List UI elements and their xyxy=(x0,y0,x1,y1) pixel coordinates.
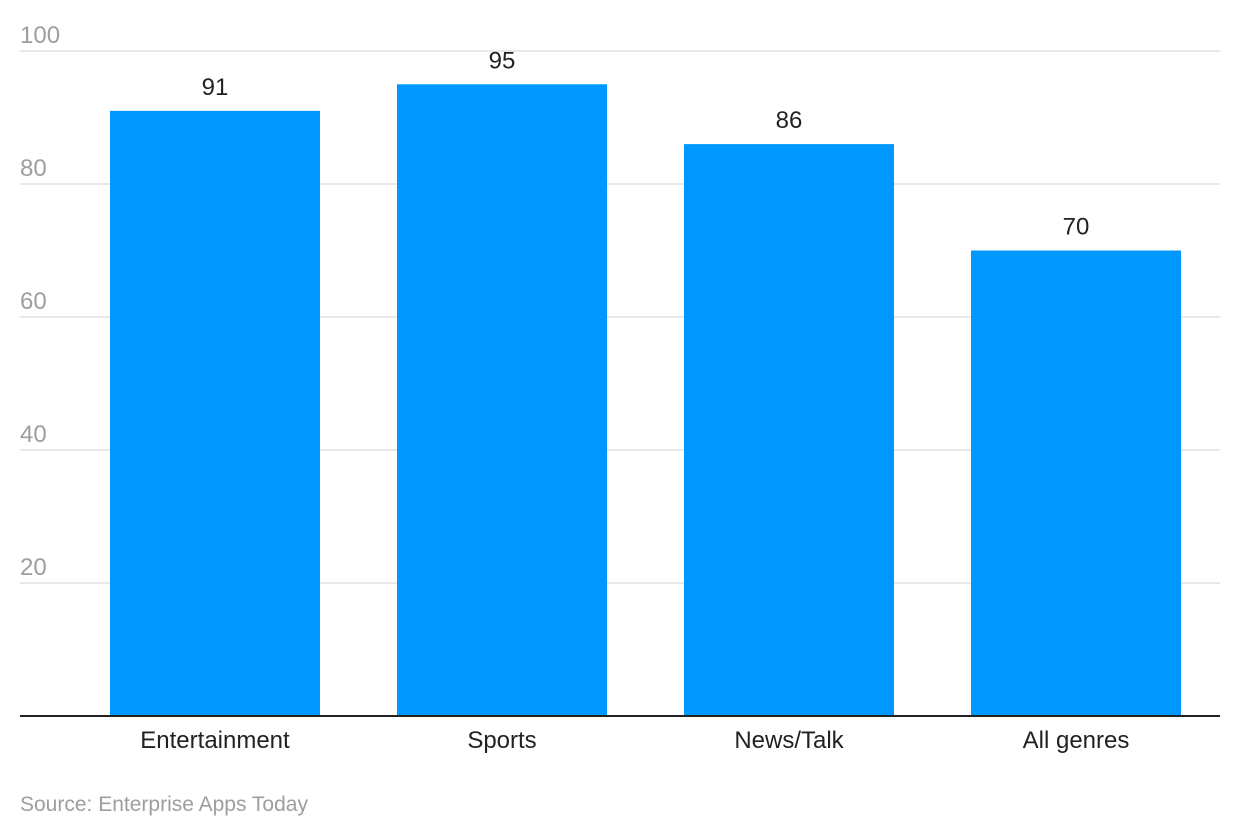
data-labels: 91 95 86 70 xyxy=(202,47,1090,240)
bars xyxy=(110,84,1181,717)
x-axis-tick-labels: Entertainment Sports News/Talk All genres xyxy=(140,727,1129,754)
x-tick-label: All genres xyxy=(1023,727,1130,754)
data-label: 70 xyxy=(1063,214,1090,241)
bar-news-talk xyxy=(684,144,894,717)
y-tick-label: 100 xyxy=(20,22,60,49)
y-axis-tick-labels: 20 40 60 80 100 xyxy=(20,22,60,581)
bar-sports xyxy=(397,84,607,716)
source-note: Source: Enterprise Apps Today xyxy=(20,793,308,816)
y-tick-label: 60 xyxy=(20,288,47,315)
y-tick-label: 40 xyxy=(20,421,47,448)
x-tick-label: Sports xyxy=(467,727,536,754)
data-label: 95 xyxy=(489,47,516,74)
y-tick-label: 80 xyxy=(20,155,47,182)
x-tick-label: Entertainment xyxy=(140,727,290,754)
bar-all-genres xyxy=(971,250,1181,716)
data-label: 86 xyxy=(776,107,803,134)
y-tick-label: 20 xyxy=(20,554,47,581)
data-label: 91 xyxy=(202,74,229,101)
x-tick-label: News/Talk xyxy=(734,727,844,754)
bar-entertainment xyxy=(110,110,320,717)
